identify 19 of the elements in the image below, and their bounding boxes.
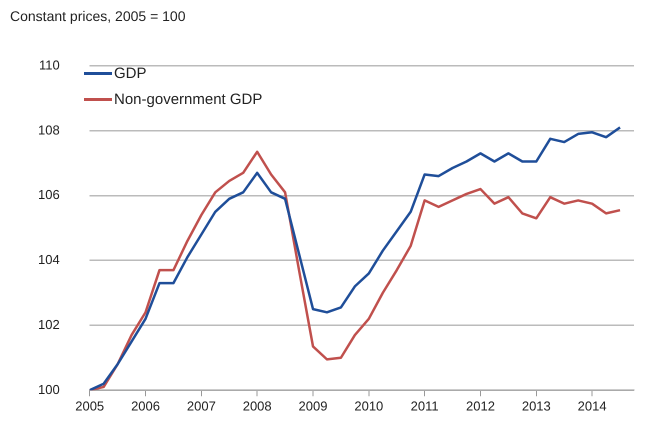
y-tick-label: 106 xyxy=(38,187,60,202)
x-tick-label: 2007 xyxy=(186,398,216,414)
x-tick-label: 2010 xyxy=(354,398,384,414)
x-tick-label: 2009 xyxy=(298,398,328,414)
y-tick-label: 108 xyxy=(38,122,60,138)
x-tick-label: 2013 xyxy=(522,398,551,414)
y-tick-label: 102 xyxy=(38,316,60,332)
x-tick-label: 2012 xyxy=(466,398,495,414)
x-tick-label: 2006 xyxy=(131,398,160,414)
y-axis-title: Constant prices, 2005 = 100 xyxy=(10,8,187,26)
x-tick-label: 2008 xyxy=(242,398,272,414)
y-tick-label: 104 xyxy=(38,252,60,268)
x-tick-label: 2005 xyxy=(75,398,104,414)
x-tick-label: 2014 xyxy=(578,398,607,414)
y-tick-label: 110 xyxy=(38,57,60,72)
legend-label: Non-government GDP xyxy=(114,90,262,108)
legend-label: GDP xyxy=(114,64,147,82)
x-tick-label: 2011 xyxy=(410,398,439,414)
y-tick-label: 100 xyxy=(38,382,60,397)
